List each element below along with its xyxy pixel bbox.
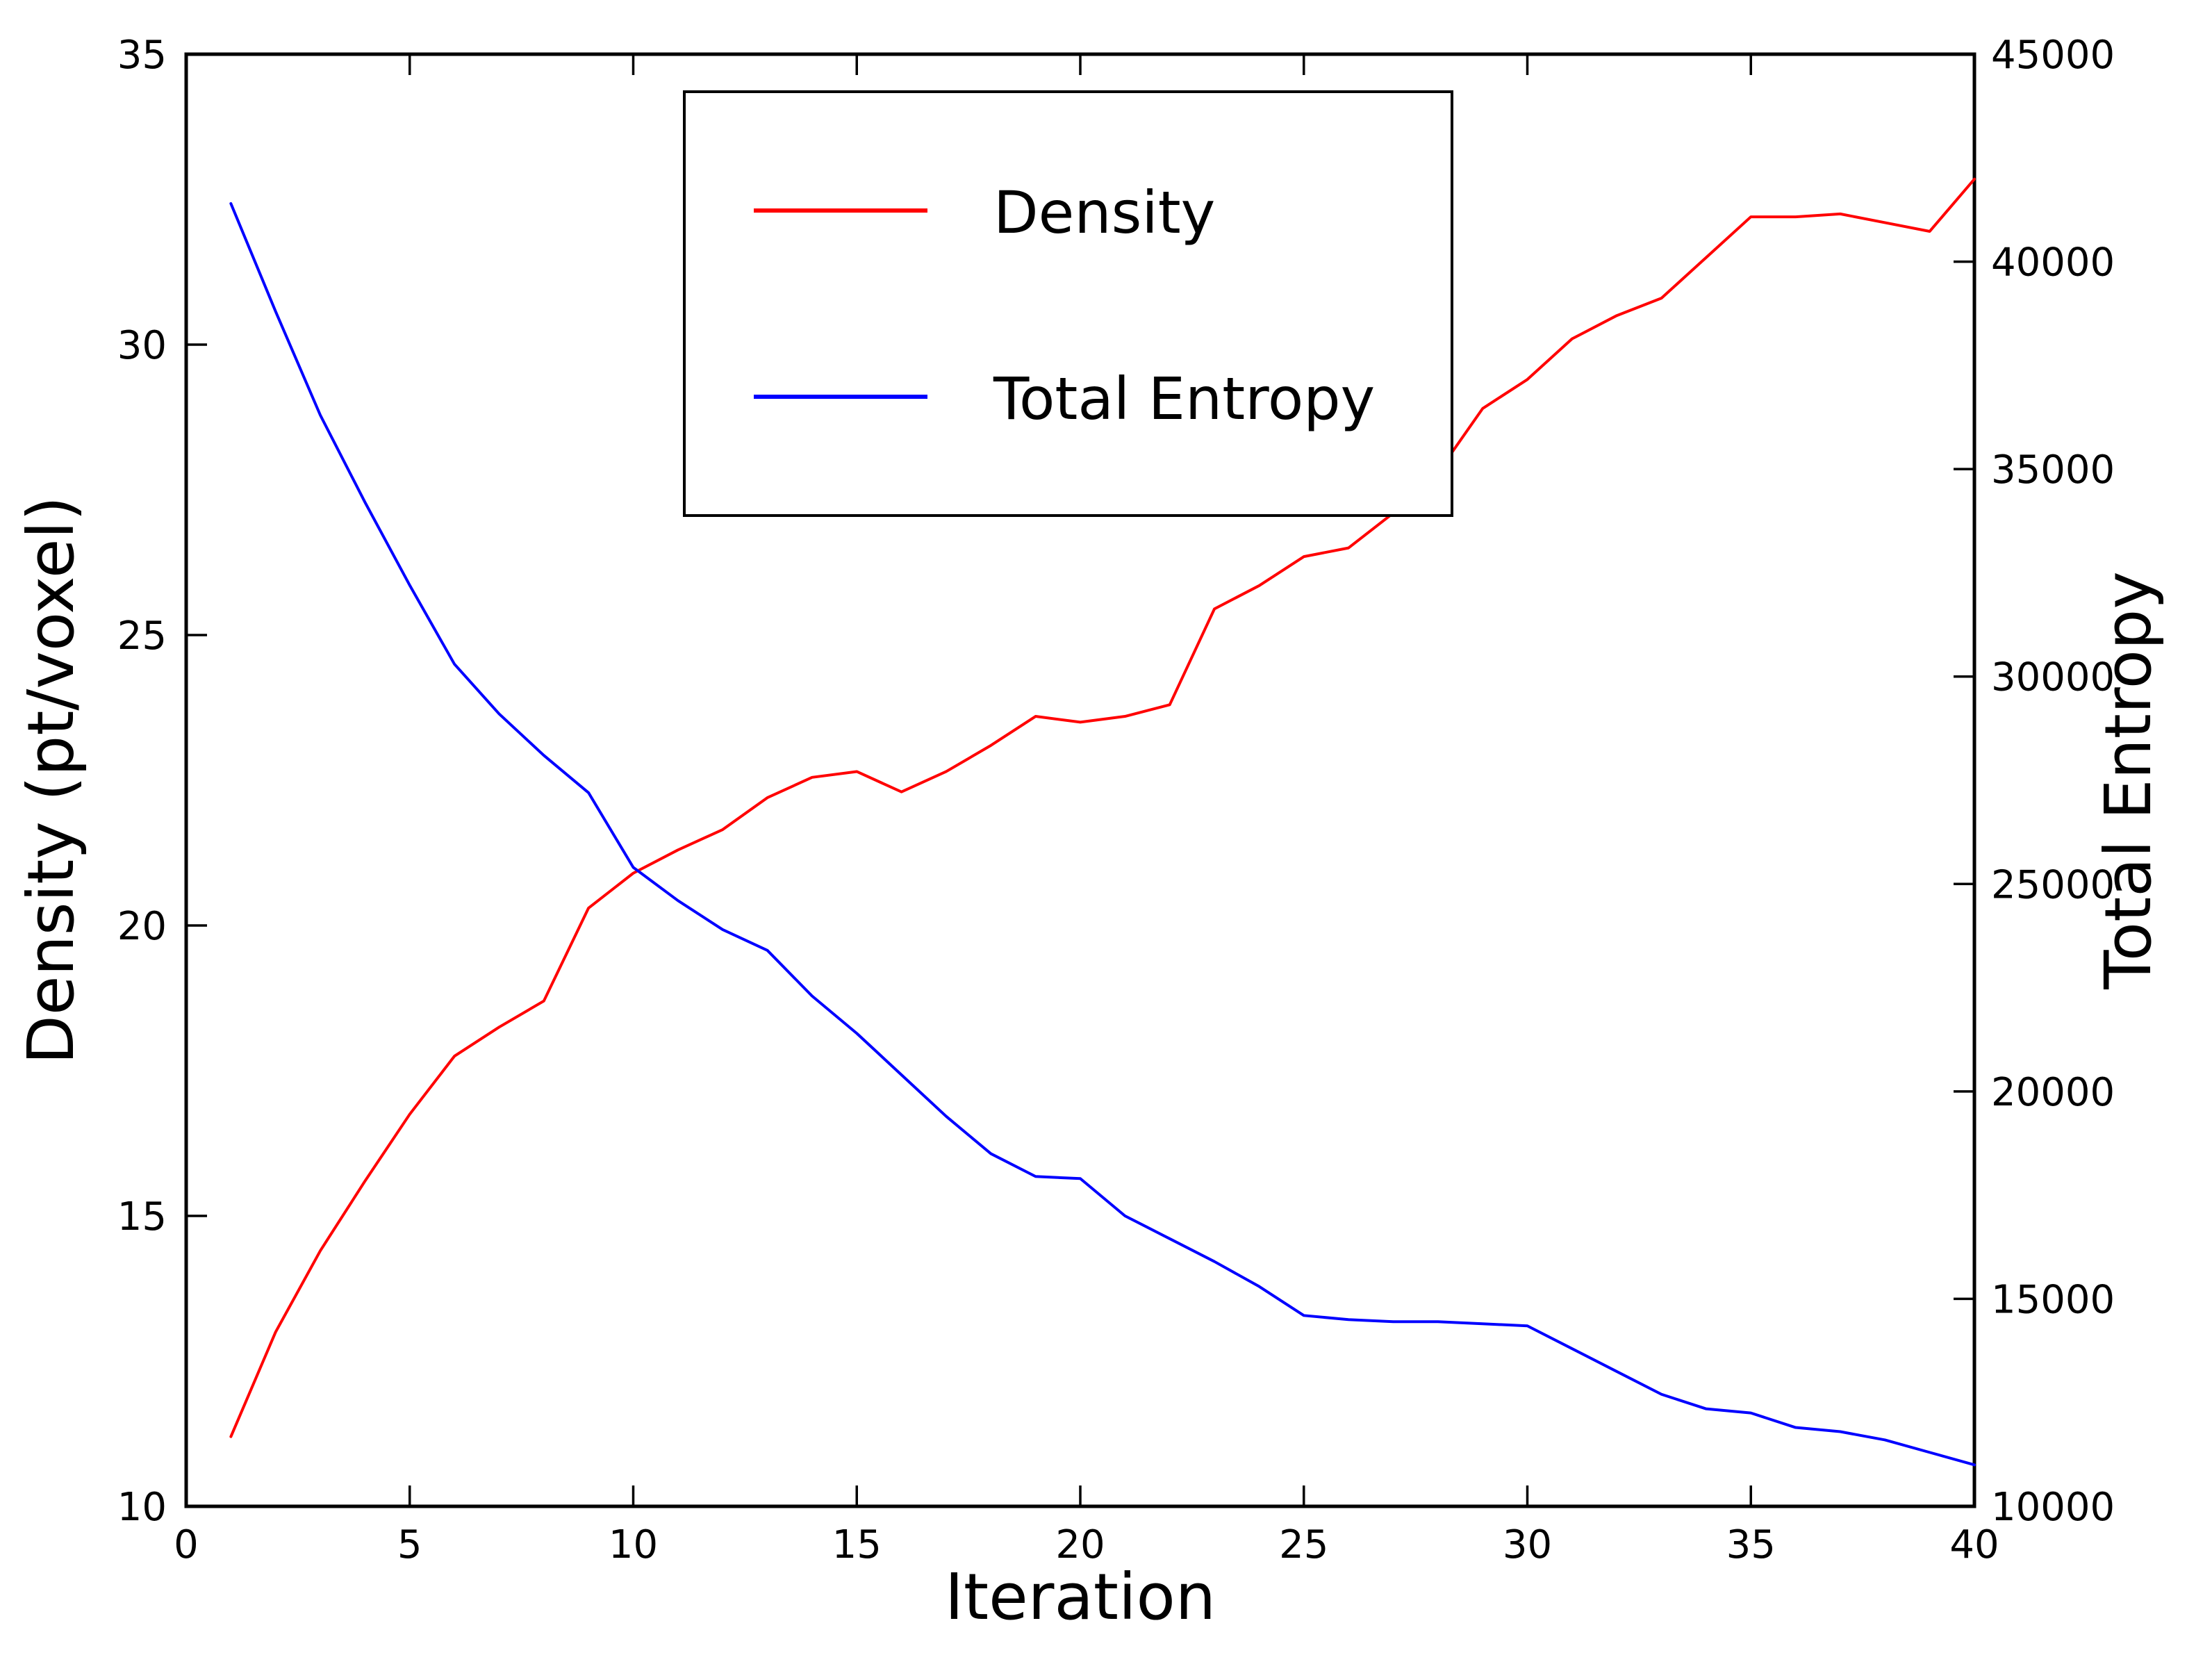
right-y-axis-title: Total Entropy (2091, 571, 2165, 990)
series-line-total-entropy (229, 201, 1976, 1467)
left-y-tick-label: 20 (117, 904, 167, 949)
right-y-tick-label: 10000 (1991, 1485, 2115, 1530)
left-y-tick-label: 30 (117, 323, 167, 368)
axis-tick-labels: 0 5 10 15 20 25 30 35 40 10 15 20 25 30 35 10000 15000 20… (117, 33, 2115, 1567)
x-tick-label: 15 (832, 1522, 882, 1567)
left-y-axis-title: Density (pt/voxel) (14, 496, 88, 1064)
axis-ticks (186, 54, 1974, 1506)
x-tick-label: 20 (1055, 1522, 1105, 1567)
x-tick-label: 40 (1949, 1522, 1999, 1567)
right-y-tick-label: 25000 (1991, 862, 2115, 907)
x-tick-label: 35 (1726, 1522, 1776, 1567)
left-y-tick-label: 15 (117, 1194, 167, 1240)
right-y-tick-label: 35000 (1991, 447, 2115, 493)
left-y-tick-label: 35 (117, 33, 167, 78)
right-y-tick-label: 45000 (1991, 33, 2115, 78)
right-y-tick-label: 20000 (1991, 1070, 2115, 1115)
legend-box (683, 90, 1453, 517)
legend-label-density: Density (993, 179, 1215, 247)
right-y-tick-label: 15000 (1991, 1277, 2115, 1322)
right-y-tick-label: 30000 (1991, 655, 2115, 700)
legend: Density Total Entropy (683, 90, 1453, 517)
x-tick-label: 30 (1503, 1522, 1552, 1567)
left-y-tick-label: 25 (117, 614, 167, 659)
x-tick-label: 0 (174, 1522, 199, 1567)
data-series (229, 177, 1976, 1467)
x-tick-label: 10 (609, 1522, 658, 1567)
legend-label-total-entropy: Total Entropy (993, 365, 1375, 433)
x-axis-title: Iteration (945, 1560, 1216, 1634)
right-y-tick-label: 40000 (1991, 240, 2115, 286)
left-y-tick-label: 10 (117, 1485, 167, 1530)
x-tick-label: 5 (397, 1522, 422, 1567)
series-line-density (229, 177, 1976, 1438)
x-tick-label: 25 (1279, 1522, 1328, 1567)
